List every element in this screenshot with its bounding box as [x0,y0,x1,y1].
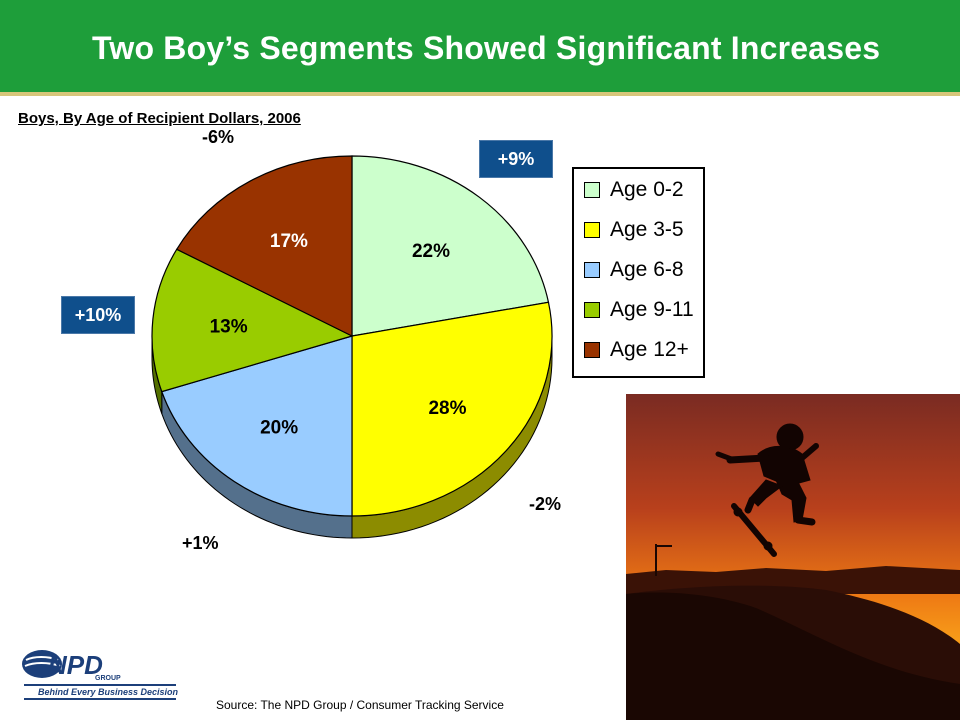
change-label-age-6-8: +1% [182,533,219,553]
data-label-age-0-2: 22% [412,241,450,262]
data-label-age-6-8: 20% [260,417,298,438]
legend-swatch [584,222,600,238]
skateboarder-photo [626,394,960,720]
data-label-age-12-plus: 17% [270,231,308,252]
npd-logo: NPD [22,650,176,700]
change-label-age-12-plus: -6% [202,127,235,147]
legend-item-age-6-8: Age 6-8 [584,256,684,284]
chart-legend: Age 0-2 Age 3-5 Age 6-8 Age 9-11 Age 12+ [572,167,705,378]
legend-item-age-12-plus: Age 12+ [584,336,689,364]
change-label-age-0-2: +9% [479,140,553,178]
legend-label: Age 3-5 [610,218,684,241]
pie-slice-age-3-5 [351,301,553,517]
pie-slice-age-6-8 [161,335,353,517]
chart-subtitle: Boys, By Age of Recipient Dollars, 2006 [18,110,301,127]
logo-group-text: GROUP [95,675,121,682]
source-note: Source: The NPD Group / Consumer Trackin… [216,698,504,712]
legend-swatch [584,182,600,198]
legend-label: Age 0-2 [610,178,684,201]
data-label-age-9-11: 13% [210,317,248,338]
logo-wordmark: NPD [48,650,103,680]
data-label-age-3-5: 28% [428,398,466,419]
pie-slice-age-0-2 [351,155,550,337]
legend-swatch [584,262,600,278]
change-label-age-3-5: -2% [529,494,562,514]
title-bar-underline [0,92,960,96]
legend-swatch [584,342,600,358]
legend-item-age-0-2: Age 0-2 [584,176,684,204]
legend-swatch [584,302,600,318]
legend-label: Age 12+ [610,338,689,361]
pie-slice-age-12-plus [175,155,353,337]
pie-slice-age-9-11 [151,248,354,393]
title-bar [0,0,960,92]
legend-label: Age 9-11 [610,298,694,321]
legend-item-age-3-5: Age 3-5 [584,216,684,244]
logo-tagline: Behind Every Business Decision [38,687,179,697]
legend-label: Age 6-8 [610,258,684,281]
change-label-age-9-11: +10% [61,296,135,334]
slide-title: Two Boy’s Segments Showed Significant In… [92,30,881,66]
legend-item-age-9-11: Age 9-11 [584,296,694,324]
